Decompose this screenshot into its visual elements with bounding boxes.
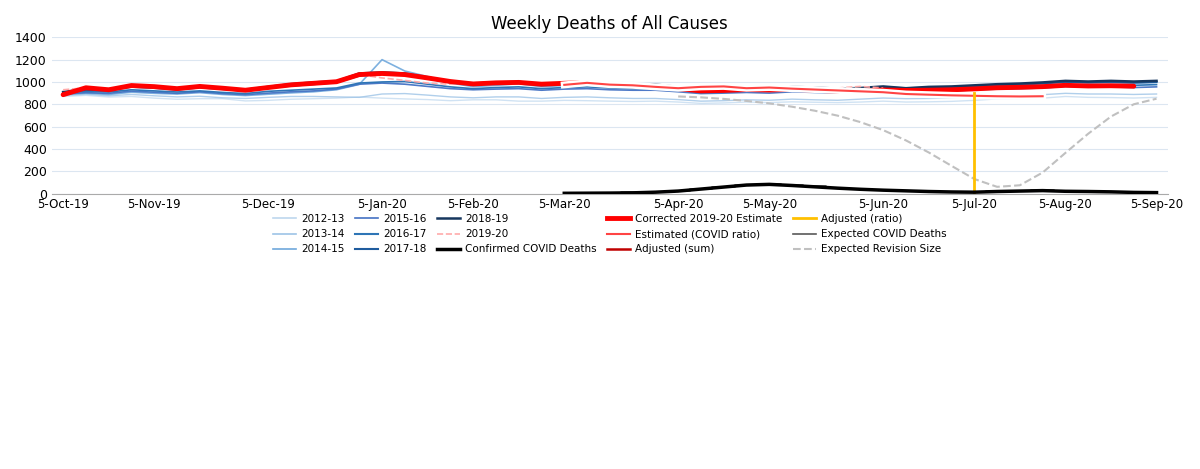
Title: Weekly Deaths of All Causes: Weekly Deaths of All Causes (492, 15, 728, 33)
Legend: 2012-13, 2013-14, 2014-15, 2015-16, 2016-17, 2017-18, 2018-19, 2019-20, Confirme: 2012-13, 2013-14, 2014-15, 2015-16, 2016… (269, 210, 950, 258)
